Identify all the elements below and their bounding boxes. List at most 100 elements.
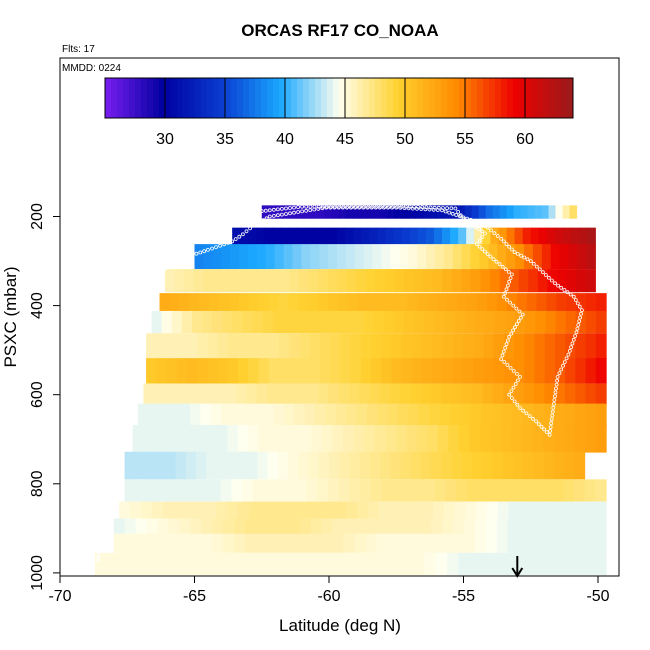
heatmap-cell [209,293,220,313]
heatmap-cell [184,383,196,406]
heatmap-cell [335,501,347,520]
heatmap-cell [282,205,291,219]
heatmap-cell [290,424,302,453]
heatmap-cell [412,552,425,576]
track-point [553,281,557,286]
y-tick-label: 800 [29,470,46,497]
track-point [172,261,177,266]
track-point [454,213,459,217]
heatmap-cell [526,552,539,576]
colorbar-segment [525,78,532,118]
heatmap-cell [434,479,447,502]
track-point [547,432,552,437]
heatmap-cell [253,552,266,576]
heatmap-cell [492,451,504,480]
heatmap-cell [528,269,539,293]
heatmap-cell [464,310,476,334]
heatmap-cell [238,501,250,520]
heatmap-cell [190,533,202,553]
heatmap-cell [367,293,379,313]
colorbar-segment [333,78,340,118]
heatmap-cell [381,333,393,360]
heatmap-cell [483,333,495,360]
heatmap-cell [279,269,290,293]
track-point [450,211,455,216]
heatmap-cell [562,501,575,520]
flight-track [96,204,584,563]
track-point [497,262,502,267]
heatmap-cell [574,451,586,480]
colorbar-segment [567,78,574,118]
heatmap-cell [317,479,329,502]
heatmap-cell [313,501,326,520]
track-point [120,401,124,406]
heatmap-cell [151,501,164,520]
heatmap-cell [256,518,268,536]
heatmap-cell [321,518,334,536]
track-point [514,306,519,311]
heatmap-cell [533,403,545,429]
track-point [551,405,556,410]
track-point [106,478,110,483]
heatmap-cell [367,552,380,576]
heatmap-cell [266,533,279,553]
heatmap-cell [168,533,181,553]
track-point [134,317,139,322]
heatmap-cell [380,205,389,219]
track-point [114,434,118,438]
heatmap-cell [595,501,607,520]
track-point [336,205,341,210]
heatmap-cell [339,451,351,480]
heatmap-cell [424,479,436,502]
heatmap-cell [530,227,540,246]
track-point [144,294,149,299]
track-point [381,205,386,210]
heatmap-cell [163,552,176,576]
colorbar-segment [411,78,418,118]
track-point [194,251,199,256]
track-point [104,486,109,491]
heatmap-cell [210,403,222,429]
heatmap-cell [223,518,235,536]
heatmap-cell [310,533,323,553]
heatmap-cell [143,383,155,406]
heatmap-cell [205,383,216,406]
heatmap-cell [193,269,204,293]
heatmap-cell [541,501,553,520]
track-point [288,206,292,210]
heatmap-cell [408,244,418,270]
heatmap-cell [562,533,574,553]
track-point [569,345,573,350]
heatmap-cell [564,403,576,429]
heatmap-cell [188,479,201,502]
track-point [564,356,569,361]
heatmap-cell [206,424,218,453]
heatmap-cell [509,479,522,502]
track-point [537,267,542,272]
track-point [518,374,522,379]
heatmap-cell [462,358,474,384]
heatmap-cell [221,244,231,270]
heatmap-cell [560,552,573,576]
heatmap-cell [330,358,341,384]
heatmap-cell [256,244,267,270]
heatmap-cell [201,533,213,553]
y-axis-label: PSXC (mbar) [1,266,20,367]
heatmap-cell [537,552,550,576]
heatmap-cell [530,501,542,520]
heatmap-cell [365,269,376,293]
heatmap-cell [551,533,563,553]
heatmap-cell [223,533,235,553]
heatmap-cell [247,244,258,270]
colorbar-segment [237,78,244,118]
track-point [508,366,513,370]
track-point [340,205,345,210]
heatmap-cell [452,358,464,384]
heatmap-cell [106,552,119,576]
heatmap-cell [340,333,352,360]
track-point [575,326,580,331]
heatmap-cell [479,424,491,453]
track-point [109,458,114,463]
heatmap-cell [399,244,409,270]
heatmap-cell [394,205,403,219]
